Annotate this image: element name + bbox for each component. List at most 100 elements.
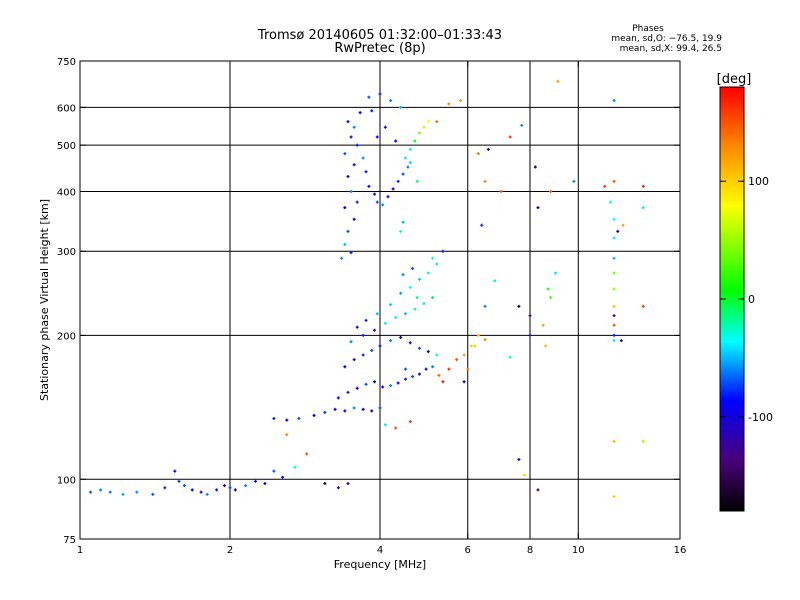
data-point [508,355,512,359]
data-point [358,111,362,115]
data-point [612,333,616,337]
data-point [422,125,426,129]
data-point [215,488,219,492]
data-point [199,490,203,494]
data-point [480,223,484,227]
data-point [386,195,390,199]
data-point [383,125,387,129]
data-point [323,410,327,414]
colorbar-tick-label: -100 [748,411,773,424]
data-point [370,109,374,113]
data-point [253,479,257,483]
data-point [499,189,503,193]
data-point [415,179,419,183]
data-point [528,314,532,318]
data-point [612,495,616,499]
data-point [401,172,405,176]
data-point [517,457,521,461]
data-point [483,304,487,308]
data-point [426,120,430,124]
data-point [426,350,430,354]
data-point [399,105,403,109]
y-tick-label: 300 [57,247,76,258]
data-point [244,484,248,488]
y-tick-label: 600 [57,103,76,114]
data-point [361,407,365,411]
data-point [413,139,417,143]
y-axis-label: Stationary phase Virtual Height [km] [38,199,51,401]
x-axis: 1 2 4 6 8 10 16 [77,61,686,556]
y-tick-label: 200 [57,331,76,342]
data-point [396,381,400,385]
data-point [621,223,625,227]
data-point [89,490,93,494]
data-point [612,339,616,343]
data-point [352,217,356,221]
colorbar-tick-label: 100 [748,175,769,188]
y-tick-label: 750 [57,57,76,68]
x-axis-label: Frequency [MHz] [334,558,426,571]
data-point [553,271,557,275]
data-point [364,318,368,322]
data-point [415,296,419,300]
data-point [533,165,537,169]
data-point [413,307,417,311]
data-point [373,192,377,196]
data-point [612,179,616,183]
data-point [417,277,421,281]
data-point [370,348,374,352]
data-point [285,418,289,422]
data-point [378,406,382,410]
data-point [389,303,393,307]
data-point [417,372,421,376]
data-point [541,323,545,327]
data-point [422,302,426,306]
data-point [399,291,403,295]
data-point [431,256,435,260]
data-point [612,99,616,103]
data-point [408,420,412,424]
data-point [403,377,407,381]
data-point [441,249,445,253]
data-point [608,200,612,204]
x-tick-label: 10 [572,545,585,556]
data-point [612,314,616,318]
data-point [394,139,398,143]
data-point [355,143,359,147]
data-point [441,380,445,384]
data-point [343,242,347,246]
data-point [349,251,353,255]
data-point [233,488,237,492]
y-tick-label: 400 [57,187,76,198]
stats-heading: Phases [632,24,664,34]
data-point [408,160,412,164]
data-point [352,358,356,362]
data-point [333,407,337,411]
data-point [417,346,421,350]
colorbar-ticks: 100 0 -100 [720,175,773,424]
data-point [408,341,412,345]
data-point [403,312,407,316]
y-axis: 75 100 200 300 400 500 600 750 [57,57,680,546]
y-tick-label: 100 [57,475,76,486]
data-point [263,481,267,485]
data-point [121,492,125,496]
data-point [336,486,340,490]
data-point [612,236,616,240]
data-point [612,304,616,308]
data-point [399,335,403,339]
data-point [612,323,616,327]
data-point [619,339,623,343]
data-point [508,135,512,139]
data-point [391,187,395,191]
x-tick-label: 6 [465,545,471,556]
data-point [383,321,387,325]
data-point [483,338,487,342]
data-point [612,217,616,221]
data-point [352,406,356,410]
data-point [370,409,374,413]
data-point [458,99,462,103]
data-point [340,256,344,260]
data-point [408,147,412,151]
data-point [346,481,350,485]
